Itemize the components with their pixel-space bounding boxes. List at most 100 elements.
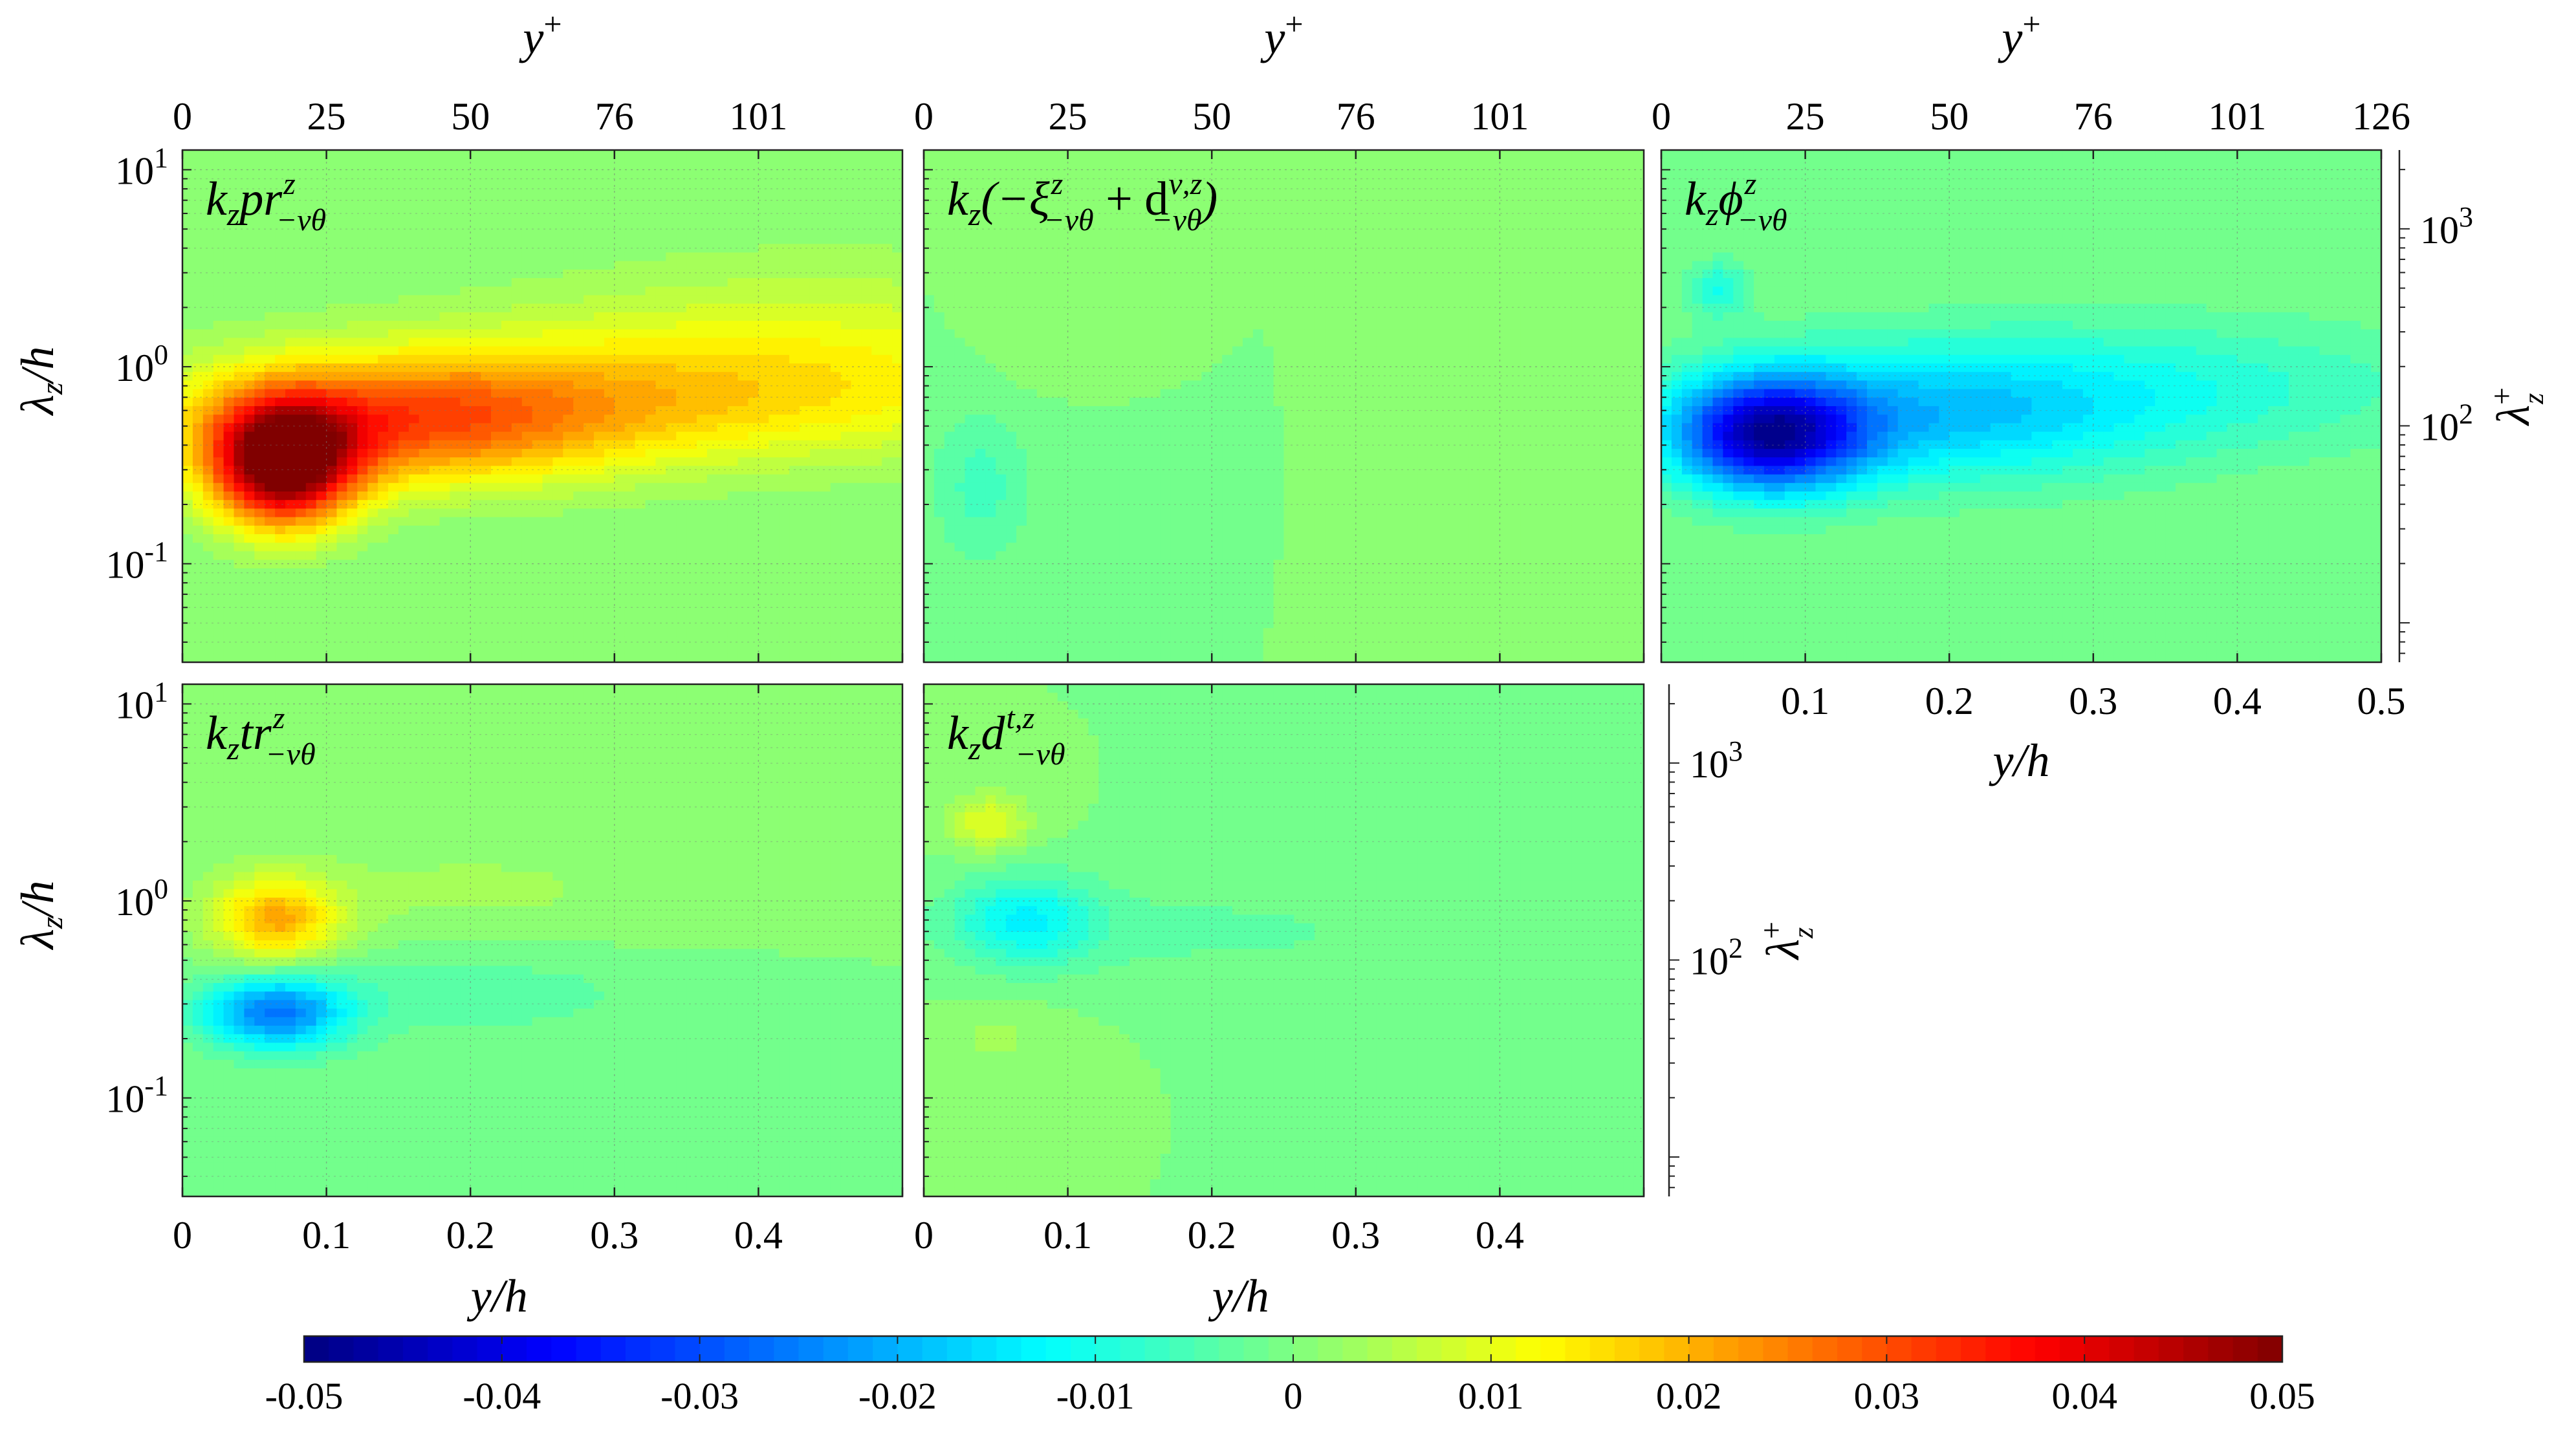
heatmap-cell [686, 363, 697, 373]
heatmap-cell [604, 620, 615, 629]
heatmap-cell [398, 577, 409, 586]
heatmap-cell [439, 543, 451, 552]
heatmap-cell [840, 585, 852, 595]
heatmap-cell [882, 380, 893, 390]
heatmap-cell [419, 551, 430, 561]
heatmap-cell [584, 620, 595, 629]
heatmap-cell [265, 474, 276, 484]
heatmap-cell [213, 210, 224, 219]
heatmap-cell [635, 252, 646, 262]
heatmap-cell [789, 525, 800, 535]
heatmap-cell [439, 252, 451, 262]
heatmap-cell [676, 380, 687, 390]
heatmap-cell [254, 184, 265, 193]
heatmap-cell [419, 534, 430, 543]
heatmap-cell [1036, 363, 1048, 373]
heatmap-cell [676, 150, 687, 159]
heatmap-cell [820, 474, 831, 484]
heatmap-cell [954, 372, 966, 382]
heatmap-cell [779, 551, 790, 561]
heatmap-cell [830, 218, 842, 228]
heatmap-cell [439, 201, 451, 211]
heatmap-cell [789, 585, 800, 595]
heatmap-cell [470, 286, 481, 296]
heatmap-cell [367, 492, 378, 501]
heatmap-cell [717, 500, 728, 510]
heatmap-cell [521, 286, 533, 296]
heatmap-cell [737, 423, 749, 433]
heatmap-cell [388, 201, 399, 211]
heatmap-cell [645, 235, 657, 244]
heatmap-cell [830, 278, 842, 287]
heatmap-cell [563, 568, 574, 578]
heatmap-cell [717, 338, 728, 347]
heatmap-cell [429, 175, 441, 185]
heatmap-cell [779, 440, 790, 449]
heatmap-cell [367, 474, 378, 484]
heatmap-cell [892, 397, 903, 407]
heatmap-cell [213, 423, 224, 433]
heatmap-cell [635, 500, 646, 510]
heatmap-cell [820, 321, 831, 330]
heatmap-cell [892, 551, 903, 561]
heatmap-cell [223, 610, 235, 620]
heatmap-cell [470, 653, 481, 663]
heatmap-cell [1016, 329, 1027, 339]
heatmap-cell [511, 543, 523, 552]
heatmap-cell [439, 551, 451, 561]
heatmap-cell [563, 645, 574, 654]
heatmap-cell [635, 415, 646, 424]
heatmap-cell [861, 252, 873, 262]
heatmap-cell [552, 525, 564, 535]
heatmap-cell [491, 525, 502, 535]
heatmap-cell [1006, 482, 1017, 492]
heatmap-cell [491, 158, 502, 168]
heatmap-cell [316, 175, 327, 185]
heatmap-cell [573, 269, 584, 279]
heatmap-cell [223, 543, 235, 552]
heatmap-cell [820, 415, 831, 424]
heatmap-cell [419, 397, 430, 407]
heatmap-cell [1016, 363, 1027, 373]
heatmap-cell [686, 201, 697, 211]
heatmap-cell [882, 329, 893, 339]
heatmap-cell [234, 286, 245, 296]
heatmap-cell [965, 338, 976, 347]
heatmap-cell [830, 380, 842, 390]
heatmap-cell [676, 303, 687, 313]
heatmap-cell [511, 636, 523, 646]
heatmap-cell [357, 303, 368, 313]
heatmap-cell [357, 244, 368, 254]
heatmap-cell [975, 150, 987, 159]
heatmap-cell [244, 397, 256, 407]
heatmap-cell [666, 551, 677, 561]
heatmap-cell [316, 389, 327, 398]
heatmap-cell [481, 423, 492, 433]
heatmap-cell [367, 380, 378, 390]
heatmap-cell [234, 389, 245, 398]
heatmap-cell [202, 193, 214, 202]
heatmap-cell [234, 175, 245, 185]
heatmap-cell [851, 449, 862, 458]
heatmap-cell [563, 610, 574, 620]
heatmap-cell [491, 449, 502, 458]
heatmap-cell [614, 543, 626, 552]
heatmap-cell [965, 235, 976, 244]
heatmap-cell [666, 167, 677, 177]
heatmap-cell [706, 457, 718, 467]
heatmap-cell [202, 312, 214, 321]
heatmap-cell [450, 389, 461, 398]
heatmap-cell [1016, 645, 1027, 654]
heatmap-cell [542, 466, 554, 475]
heatmap-cell [398, 354, 409, 364]
heatmap-cell [234, 406, 245, 415]
heatmap-cell [892, 329, 903, 339]
heatmap-cell [254, 244, 265, 254]
heatmap-cell [275, 543, 286, 552]
heatmap-cell [748, 167, 759, 177]
heatmap-cell [1006, 431, 1017, 441]
heatmap-cell [336, 354, 348, 364]
heatmap-cell [861, 594, 873, 603]
heatmap-cell [727, 508, 739, 518]
heatmap-cell [336, 193, 348, 202]
